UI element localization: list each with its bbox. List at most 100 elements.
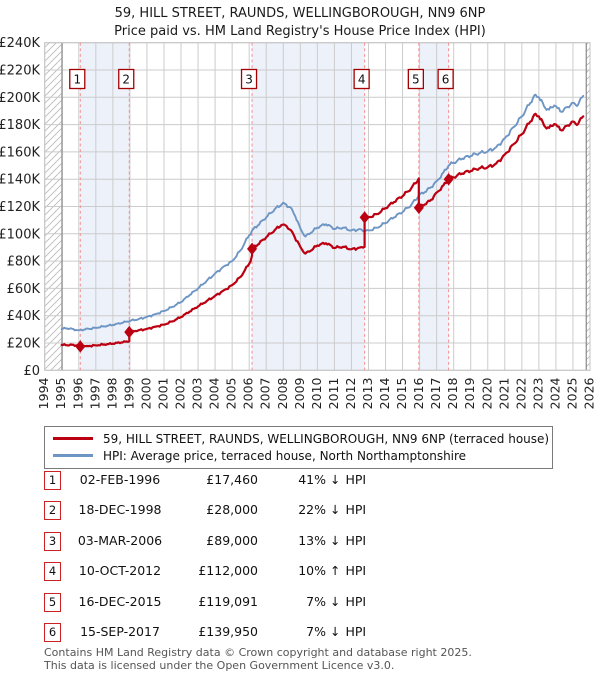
sales-table: 1 02-FEB-1996 £17,460 41% ↓ HPI 2 18-DEC-1998 £2…	[44, 471, 564, 646]
sale-vs-hpi: 13% ↓ HPI	[296, 533, 366, 548]
sale-date: 15-SEP-2017	[80, 624, 160, 639]
x-axis-label: 2003	[190, 378, 205, 410]
x-axis-label: 2007	[258, 378, 273, 410]
sale-price: £119,091	[198, 593, 258, 609]
sale-price: £139,950	[198, 624, 258, 639]
price-line-swatch	[53, 437, 93, 440]
sale-row: 5 16-DEC-2015 £119,091 7% ↓ HPI	[44, 592, 564, 613]
x-axis-label: 1994	[36, 377, 51, 409]
sale-row: 2 18-DEC-1998 £28,000 22% ↓ HPI	[44, 501, 564, 521]
sale-number-box	[437, 68, 454, 90]
y-axis-label: £240K	[0, 36, 40, 51]
y-axis-label: £140K	[0, 173, 40, 188]
x-axis-label: 2023	[530, 378, 545, 410]
sale-date: 02-FEB-1996	[79, 472, 161, 487]
y-axis-label: £160K	[0, 145, 40, 160]
license-note: Contains HM Land Registry data © Crown c…	[44, 646, 584, 672]
x-axis-label: 2025	[564, 378, 579, 410]
x-axis-label: 2000	[138, 377, 153, 409]
sale-number-box	[240, 68, 258, 90]
sale-pct: 22%	[298, 502, 326, 518]
sale-number: 5	[412, 73, 420, 87]
sale-pct: 7%	[306, 593, 326, 609]
sale-number-box: 2	[44, 501, 61, 521]
sale-date: 03-MAR-2006	[77, 532, 163, 548]
license-line-2: This data is licensed under the Open Gov…	[44, 658, 395, 672]
arrow-up-icon: ↑	[330, 563, 341, 579]
y-axis-label: £40K	[7, 309, 41, 324]
sale-number-box	[407, 68, 424, 90]
x-axis-label: 2014	[377, 377, 392, 409]
hpi-ref-label: HPI	[345, 593, 367, 609]
sale-marker	[359, 211, 370, 224]
sale-marker	[443, 173, 454, 186]
legend-row-property: 59, HILL STREET, RAUNDS, WELLINGBOROUGH,…	[53, 430, 549, 447]
sale-marker	[247, 242, 258, 256]
sale-number-box: 5	[44, 592, 61, 612]
y-axis-label: £200K	[0, 91, 40, 106]
sale-price: £112,000	[198, 563, 258, 579]
x-axis-label: 2008	[275, 377, 290, 409]
arrow-down-icon: ↓	[330, 532, 341, 548]
y-axis-label: £60K	[7, 282, 41, 297]
y-axis-label: £0	[23, 364, 40, 379]
sale-pct: 10%	[298, 563, 326, 579]
legend-label-property: 59, HILL STREET, RAUNDS, WELLINGBOROUGH,…	[103, 431, 550, 446]
x-axis-label: 2002	[173, 378, 188, 410]
sale-date: 18-DEC-1998	[78, 502, 162, 518]
x-axis-label: 1998	[104, 377, 119, 409]
y-axis-label: £180K	[0, 118, 40, 133]
sale-marker	[413, 201, 424, 214]
sale-price: £17,460	[206, 472, 258, 487]
sale-price: £89,000	[206, 532, 258, 548]
legend-row-hpi: HPI: Average price, terraced house, Nort…	[53, 447, 544, 464]
x-axis-label: 2021	[496, 378, 511, 410]
x-axis-label: 2016	[411, 377, 426, 409]
x-axis-label: 1996	[70, 377, 85, 409]
sale-number-box	[118, 68, 135, 90]
y-axis-label: £120K	[0, 200, 40, 215]
sale-number: 4	[358, 73, 366, 87]
x-axis-label: 2015	[394, 378, 409, 410]
sale-row: 4 10-OCT-2012 £112,000 10% ↑ HPI	[44, 562, 564, 582]
hpi-ref-label: HPI	[345, 472, 367, 487]
y-axis-label: £80K	[7, 255, 41, 270]
sale-number-box	[69, 68, 86, 90]
x-axis-label: 2011	[326, 378, 341, 410]
x-axis-label: 2019	[462, 377, 477, 409]
y-axis-label: £100K	[0, 227, 40, 242]
sale-row: 1 02-FEB-1996 £17,460 41% ↓ HPI	[44, 471, 564, 491]
x-axis-label: 2018	[445, 377, 460, 409]
sale-vs-hpi: 22% ↓ HPI	[296, 502, 366, 517]
hpi-line	[60, 93, 585, 332]
sale-number-box: 3	[44, 531, 61, 551]
sale-number: 1	[73, 73, 81, 87]
sale-marker	[124, 325, 135, 339]
x-axis-label: 2004	[207, 377, 222, 409]
sale-number-box	[353, 68, 370, 90]
sale-number-box: 4	[44, 562, 61, 582]
y-axis-label: £20K	[7, 337, 41, 352]
arrow-down-icon: ↓	[330, 472, 341, 487]
sale-row: 6 15-SEP-2017 £139,950 7% ↓ HPI	[44, 623, 564, 643]
license-line-1: Contains HM Land Registry data © Crown c…	[44, 646, 472, 659]
hpi-line-swatch	[53, 454, 93, 457]
hpi-ref-label: HPI	[345, 563, 367, 579]
x-axis-label: 2001	[155, 378, 170, 410]
x-axis-label: 2017	[428, 378, 443, 410]
hpi-ref-label: HPI	[345, 532, 367, 548]
x-axis-label: 1995	[53, 378, 68, 410]
sale-number: 2	[122, 73, 130, 87]
arrow-down-icon: ↓	[330, 624, 341, 639]
price-line	[60, 112, 585, 349]
hpi-ref-label: HPI	[345, 624, 367, 639]
sale-vs-hpi: 7% ↓ HPI	[296, 594, 366, 609]
page-title-subtitle: Price paid vs. HM Land Registry's House …	[114, 24, 486, 39]
sale-row: 3 03-MAR-2006 £89,000 13% ↓ HPI	[44, 531, 564, 552]
x-axis-label: 2026	[582, 377, 597, 409]
sale-number-box: 6	[44, 623, 61, 642]
arrow-down-icon: ↓	[330, 502, 341, 518]
sale-pct: 41%	[298, 472, 326, 487]
sale-date: 16-DEC-2015	[78, 593, 162, 609]
